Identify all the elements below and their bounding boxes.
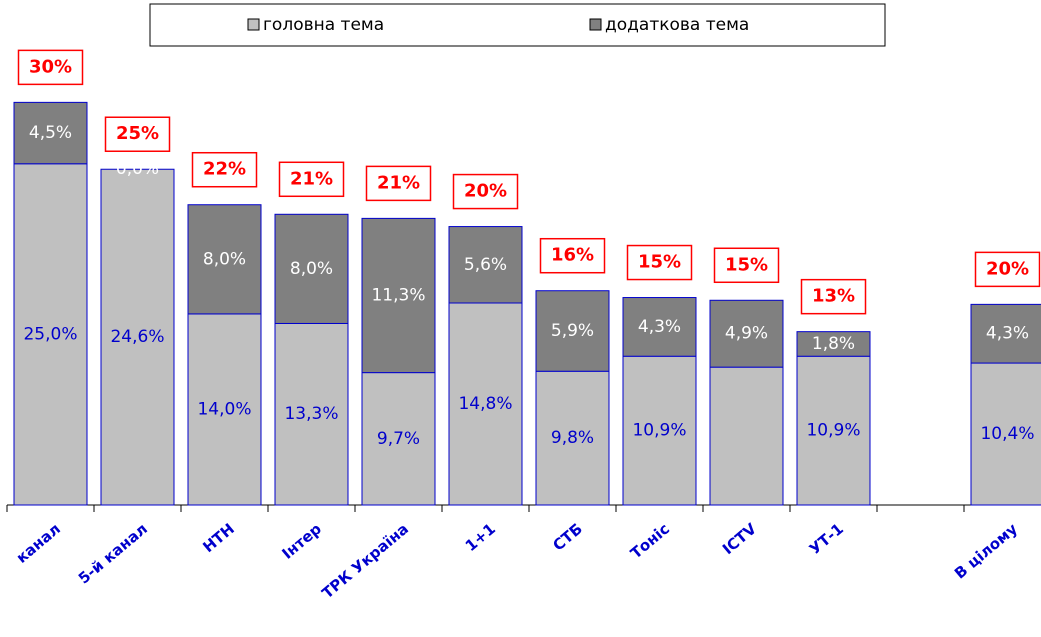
bar-segment <box>187 204 262 315</box>
bar-segment <box>709 299 784 368</box>
bar-segment <box>709 366 784 506</box>
x-tick-label: Інтер <box>278 520 325 563</box>
value-label: 14,0% <box>197 399 251 419</box>
bar-segment <box>796 355 871 506</box>
x-tick-label: Тоніс <box>627 520 673 563</box>
value-label: 14,8% <box>458 394 512 414</box>
total-box <box>17 49 84 86</box>
total-label: 22% <box>203 159 246 180</box>
value-label: 9,7% <box>377 429 420 449</box>
total-label: 13% <box>812 286 855 307</box>
legend-swatch <box>589 18 602 31</box>
legend-box <box>149 3 886 47</box>
x-tick-label: 1+1 <box>462 520 499 555</box>
value-label: 8,0% <box>203 249 246 269</box>
total-label: 20% <box>464 181 507 202</box>
legend-label: головна тема <box>263 15 384 35</box>
x-tick-label: УТ-1 <box>806 520 847 559</box>
value-label: 9,8% <box>551 428 594 448</box>
total-box <box>539 237 606 274</box>
bar-segment <box>361 372 436 506</box>
value-label: 25,0% <box>23 324 77 344</box>
bar-segment <box>622 297 697 357</box>
x-tick-label: СТБ <box>549 520 586 555</box>
value-label: 13,3% <box>284 404 338 424</box>
total-box <box>104 116 171 152</box>
total-box <box>974 251 1041 288</box>
bar-segment <box>274 322 349 506</box>
value-label: 4,5% <box>29 123 72 143</box>
total-label: 20% <box>986 258 1029 279</box>
total-box <box>626 244 693 281</box>
bar-segment <box>535 290 610 372</box>
value-label: 8,0% <box>290 259 333 279</box>
total-label: 15% <box>725 254 768 275</box>
total-box <box>278 161 345 198</box>
bar-segment <box>535 370 610 506</box>
value-label: 10,4% <box>980 424 1034 444</box>
value-label: 5,6% <box>464 255 507 275</box>
value-label: 4,3% <box>638 317 681 337</box>
value-label: 10,9% <box>806 421 860 441</box>
value-label: 0,0% <box>116 159 159 179</box>
x-tick-label: ICTV <box>719 519 760 558</box>
total-label: 21% <box>290 168 333 189</box>
value-label: 10,9% <box>632 421 686 441</box>
total-label: 25% <box>116 123 159 144</box>
x-tick-label: канал <box>13 520 64 567</box>
bar-segment <box>448 226 523 304</box>
value-label: 1,8% <box>812 334 855 354</box>
legend-label: додаткова тема <box>605 15 749 35</box>
value-label: 11,3% <box>371 285 425 305</box>
total-label: 30% <box>29 56 72 77</box>
total-box <box>365 165 432 202</box>
total-box <box>713 247 780 284</box>
bar-segment <box>796 331 871 357</box>
value-label: 4,3% <box>986 324 1029 344</box>
x-tick-label: НТН <box>199 520 238 557</box>
bar-segment <box>13 163 88 506</box>
total-label: 16% <box>551 245 594 266</box>
x-tick-label: В цілому <box>951 520 1021 583</box>
value-label: 4,9% <box>725 324 768 344</box>
bar-segment <box>361 217 436 374</box>
bar-segment <box>970 303 1041 364</box>
bar-segment <box>448 302 523 506</box>
value-label: 24,6% <box>110 327 164 347</box>
total-box <box>800 278 867 315</box>
bar-segment <box>274 213 349 324</box>
bar-segment <box>622 355 697 506</box>
bar-segment <box>187 313 262 506</box>
x-tick-label: 5-й канал <box>75 520 151 588</box>
legend-swatch <box>247 18 260 31</box>
total-label: 21% <box>377 172 420 193</box>
total-box <box>191 151 258 188</box>
bar-segment <box>13 101 88 165</box>
x-tick-label: ТРК Україна <box>318 520 412 603</box>
value-label: 5,9% <box>551 321 594 341</box>
total-label: 15% <box>638 252 681 273</box>
total-box <box>452 173 519 210</box>
bar-segment <box>100 168 175 506</box>
